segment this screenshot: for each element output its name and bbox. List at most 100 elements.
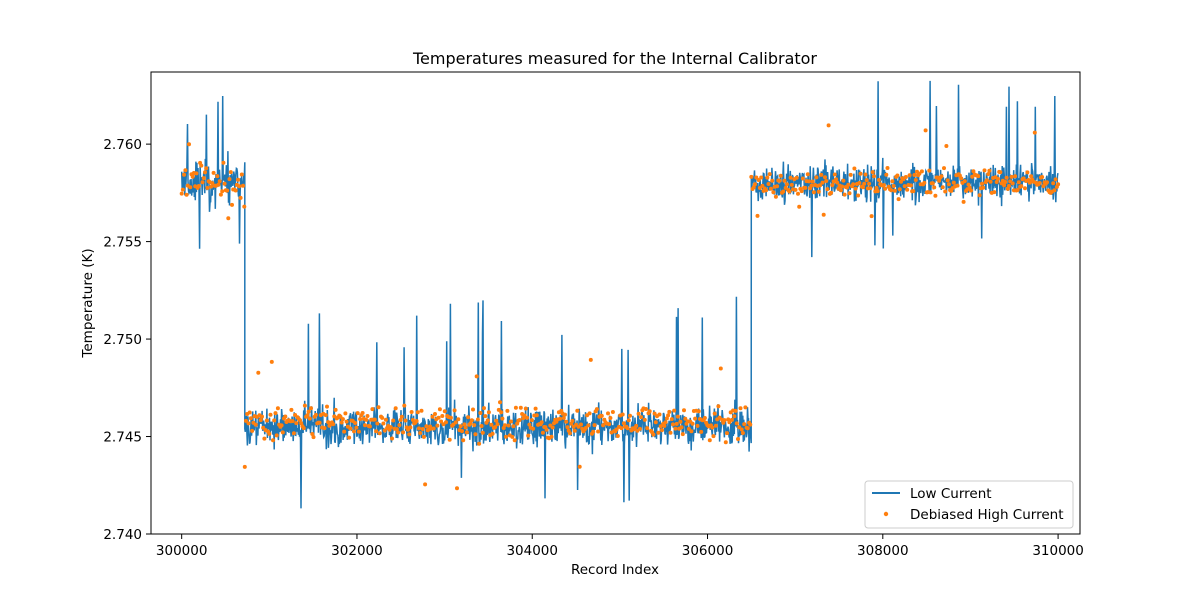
- data-point: [939, 174, 944, 179]
- data-point: [861, 185, 865, 190]
- data-point: [485, 418, 490, 423]
- data-point: [675, 414, 680, 419]
- data-point: [760, 183, 765, 188]
- data-point: [486, 410, 491, 415]
- data-point: [856, 193, 861, 198]
- data-point: [734, 421, 739, 426]
- data-point: [863, 172, 868, 177]
- data-point: [526, 433, 531, 438]
- x-tick-label: 302000: [331, 543, 383, 559]
- data-point: [1007, 184, 1011, 188]
- data-point: [594, 407, 599, 412]
- data-point: [238, 195, 243, 200]
- data-point: [248, 416, 253, 421]
- data-point: [478, 411, 483, 415]
- data-point: [196, 184, 201, 188]
- data-point: [656, 430, 661, 435]
- data-point: [210, 181, 215, 186]
- data-point: [550, 425, 555, 430]
- data-point: [250, 428, 255, 433]
- data-point: [313, 412, 318, 417]
- data-point: [897, 187, 902, 192]
- data-point: [858, 171, 863, 176]
- data-point: [583, 425, 588, 430]
- data-point: [505, 408, 510, 413]
- data-point: [637, 426, 642, 431]
- y-axis: 2.740 2.745 2.750 2.755 2.760: [103, 137, 151, 543]
- data-point: [848, 172, 853, 177]
- data-point: [447, 437, 452, 442]
- data-point: [239, 172, 244, 177]
- data-point: [626, 418, 631, 423]
- data-point: [525, 415, 529, 420]
- data-point: [639, 415, 644, 420]
- data-point: [194, 171, 199, 176]
- data-point: [283, 414, 288, 419]
- data-point: [644, 407, 648, 411]
- data-point: [184, 192, 189, 197]
- data-point: [227, 177, 232, 182]
- data-point: [908, 183, 913, 188]
- data-point: [279, 423, 284, 428]
- data-point: [440, 414, 445, 418]
- data-point: [340, 417, 345, 422]
- data-point: [971, 169, 976, 174]
- data-point: [539, 420, 544, 425]
- data-point: [851, 182, 856, 187]
- data-point: [673, 426, 678, 431]
- data-point: [736, 437, 740, 441]
- y-tick-label: 2.760: [103, 137, 142, 153]
- data-point: [464, 430, 469, 435]
- data-point: [310, 432, 315, 436]
- data-point: [396, 430, 401, 435]
- data-point: [200, 180, 205, 185]
- data-point: [660, 428, 664, 433]
- data-point: [506, 423, 511, 428]
- data-point: [242, 204, 247, 209]
- data-point: [883, 186, 888, 191]
- data-point: [358, 417, 363, 422]
- data-point: [437, 407, 442, 412]
- data-point: [890, 179, 895, 184]
- data-point: [680, 432, 685, 437]
- data-point: [493, 425, 498, 430]
- legend-point-swatch: [883, 511, 889, 517]
- data-point: [217, 179, 222, 184]
- data-point: [230, 202, 234, 207]
- data-point: [512, 438, 517, 443]
- data-point: [455, 486, 459, 491]
- data-point: [201, 176, 206, 181]
- data-point: [821, 212, 826, 217]
- data-point: [682, 408, 686, 413]
- data-point: [241, 183, 245, 188]
- data-point: [294, 421, 299, 426]
- data-point: [620, 412, 625, 417]
- data-point: [423, 482, 428, 487]
- data-point: [1010, 181, 1015, 186]
- data-point: [233, 188, 238, 193]
- data-point: [996, 176, 1000, 181]
- data-point: [246, 421, 251, 426]
- data-point: [864, 178, 869, 183]
- data-point: [527, 422, 532, 427]
- data-point: [391, 418, 396, 423]
- data-point: [472, 423, 477, 428]
- y-tick-label: 2.755: [103, 235, 142, 251]
- data-point: [531, 426, 536, 431]
- data-point: [666, 413, 671, 418]
- data-point: [311, 435, 316, 440]
- data-point: [748, 422, 753, 427]
- data-point: [982, 168, 987, 173]
- data-point: [663, 420, 668, 425]
- data-point: [796, 191, 800, 196]
- data-point: [577, 464, 582, 469]
- data-point: [937, 178, 942, 183]
- data-point: [599, 413, 604, 418]
- x-axis-label: Record Index: [571, 562, 659, 578]
- data-point: [204, 166, 209, 171]
- series-points-debiased-high-current: [179, 123, 1061, 491]
- data-point: [1004, 175, 1009, 180]
- data-point: [771, 190, 776, 195]
- data-point: [495, 422, 500, 427]
- data-point: [1056, 182, 1061, 187]
